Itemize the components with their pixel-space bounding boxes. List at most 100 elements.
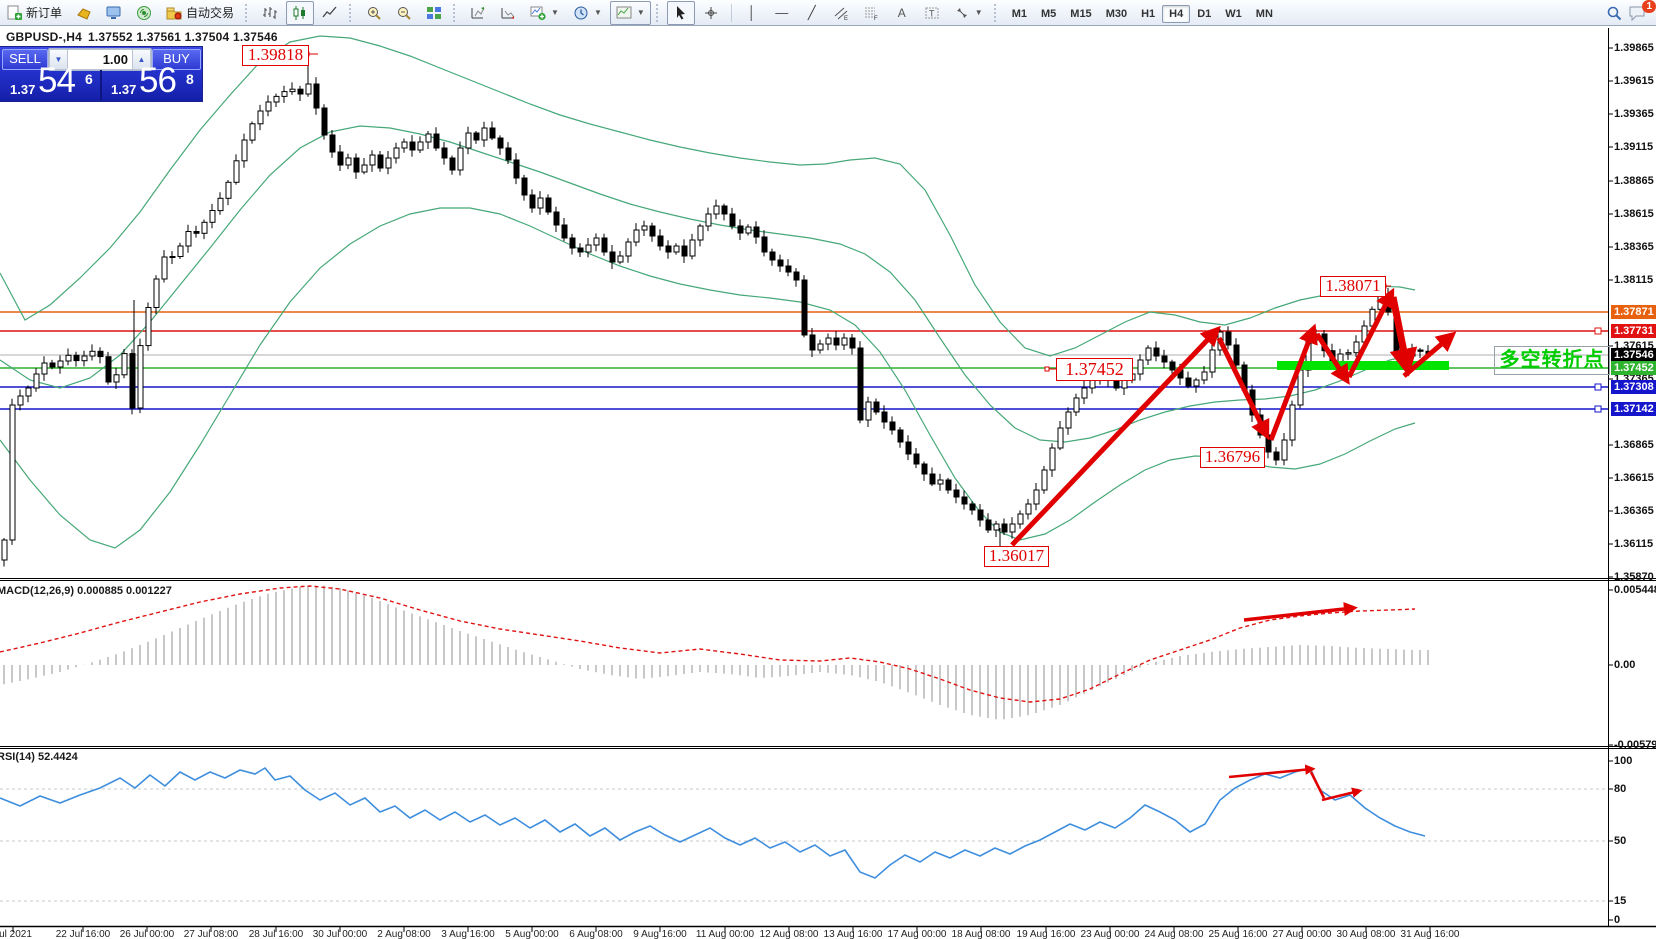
volume-input[interactable]: 1.00 (68, 49, 132, 70)
turning-point-note[interactable]: 多空转折点 (1494, 346, 1610, 375)
symbol-period-label: GBPUSD-,H4 (6, 30, 83, 44)
channel-button[interactable]: E (828, 1, 856, 25)
sell-price-display[interactable]: 1.37 54 6 (0, 61, 99, 100)
chart-shift-button[interactable]: ▼ (609, 0, 651, 25)
time-tick: 3 Aug 16:00 (441, 929, 495, 939)
price-tick: 1.36615 (1614, 472, 1654, 484)
macd-label: MACD(12,26,9) 0.000885 0.001227 (0, 585, 172, 597)
cursor-icon (676, 5, 685, 19)
signals-button[interactable] (130, 1, 158, 25)
new-order-label: 新订单 (26, 6, 63, 20)
tile-windows-button[interactable] (420, 1, 448, 25)
timeframe-mn[interactable]: MN (1255, 7, 1273, 20)
svg-text:T: T (929, 8, 935, 18)
market-depth-button[interactable] (70, 1, 98, 25)
price-tick: 1.39865 (1614, 42, 1654, 54)
time-tick: 27 Aug 00:00 (1272, 929, 1332, 939)
notifications-button[interactable]: 1 (1628, 0, 1656, 22)
timeframe-w1[interactable]: W1 (1225, 7, 1242, 20)
period-icon (574, 6, 588, 19)
buy-price-sup: 8 (186, 71, 194, 87)
arrange-up-icon (471, 6, 485, 18)
arrange-down-button[interactable] (494, 1, 522, 25)
timeframe-h1[interactable]: H1 (1141, 7, 1156, 20)
price-tick: 1.36115 (1614, 538, 1654, 550)
zoom-out-button[interactable] (390, 1, 418, 25)
arrows-caret: ▼ (974, 8, 983, 17)
time-tick: 26 Jul 00:00 (119, 929, 175, 939)
timeframe-m1[interactable]: M1 (1011, 7, 1027, 20)
arrows-button[interactable]: ▼ (948, 1, 989, 25)
price-marker: 1.37452 (1611, 361, 1656, 375)
one-click-trading-panel: SELL ▼ 1.00 ▲ BUY 1.37 54 6 1.37 56 8 (0, 46, 203, 102)
buy-price-small: 1.37 (111, 82, 137, 97)
timeframe-m5[interactable]: M5 (1041, 7, 1057, 20)
add-indicator-caret: ▼ (551, 8, 559, 17)
bar-chart-button[interactable] (256, 1, 284, 25)
price-annotation-box[interactable]: 1.38071 (1320, 276, 1386, 297)
zoom-in-button[interactable] (360, 1, 388, 25)
rsi-tick: 80 (1614, 783, 1627, 795)
period-caret: ▼ (593, 8, 602, 17)
autotrade-icon (166, 7, 182, 19)
buy-price-display[interactable]: 1.37 56 8 (101, 61, 200, 100)
buy-button[interactable]: BUY (152, 49, 201, 70)
time-tick: 25 Aug 16:00 (1208, 929, 1268, 939)
price-annotation-box[interactable]: 1.36796 (1200, 447, 1265, 468)
candle-chart-icon (293, 5, 306, 20)
crosshair-icon (704, 6, 717, 19)
vertical-line-button[interactable]: │ (747, 4, 756, 20)
timeframe-m15[interactable]: M15 (1070, 7, 1092, 20)
terminal-icon (106, 6, 121, 19)
price-tick: 1.36865 (1614, 439, 1654, 451)
line-chart-button[interactable] (316, 1, 344, 25)
line-chart-icon (322, 6, 337, 17)
sell-button[interactable]: SELL (2, 49, 48, 70)
arrows-icon (956, 7, 967, 18)
timeframe-d1[interactable]: D1 (1197, 7, 1212, 20)
arrange-up-button[interactable] (464, 1, 492, 25)
time-tick: 17 Aug 00:00 (887, 929, 947, 939)
timeframe-h4[interactable]: H4 (1162, 4, 1191, 23)
terminal-button[interactable] (100, 1, 128, 25)
trendline-button[interactable]: ╱ (807, 4, 816, 20)
chart-title: GBPUSD-,H4 1.37552 1.37561 1.37504 1.3754… (6, 30, 284, 44)
rsi-tick: 100 (1614, 755, 1633, 767)
horizontal-line-button[interactable]: — (775, 4, 789, 20)
autotrade-button[interactable]: 自动交易 (160, 1, 240, 25)
cursor-button[interactable] (666, 0, 695, 25)
text-button[interactable]: A (897, 5, 906, 20)
new-order-button[interactable]: 新订单 (0, 1, 68, 25)
price-marker: 1.37731 (1611, 324, 1656, 338)
label-button[interactable]: T (918, 1, 946, 25)
period-button[interactable]: ▼ (567, 1, 608, 25)
macd-tick: -0.00579 (1614, 739, 1656, 751)
price-tick: 1.38865 (1614, 175, 1654, 187)
channel-icon: E (834, 7, 848, 21)
crosshair-button[interactable] (697, 1, 725, 25)
time-tick: 31 Aug 16:00 (1400, 929, 1460, 939)
price-annotation-box[interactable]: 1.36017 (984, 546, 1049, 567)
rsi-tick: 50 (1614, 835, 1627, 847)
volume-increase-button[interactable]: ▲ (132, 49, 151, 70)
candle-chart-button[interactable] (286, 0, 315, 25)
price-tick: 1.39365 (1614, 108, 1654, 120)
chart-shift-caret: ▼ (636, 8, 645, 17)
price-annotation-box[interactable]: 1.39818 (242, 45, 309, 66)
price-tick: 1.39115 (1614, 141, 1654, 153)
timeframe-group: M1 M5 M15 M30 H1 H4 D1 W1 MN (1005, 4, 1280, 23)
fibonacci-icon: F (864, 7, 878, 21)
fibonacci-button[interactable]: F (858, 1, 886, 25)
svg-text:F: F (874, 16, 878, 21)
macd-tick: 0.00 (1614, 659, 1636, 671)
rsi-tick: 0 (1614, 914, 1621, 926)
search-icon[interactable] (1606, 5, 1622, 21)
add-indicator-button[interactable]: ▼ (524, 1, 565, 25)
price-annotation-box[interactable]: 1.37452 (1056, 358, 1133, 381)
zoom-in-icon (368, 6, 381, 20)
new-order-icon (7, 5, 22, 20)
volume-decrease-button[interactable]: ▼ (49, 49, 68, 70)
timeframe-m30[interactable]: M30 (1105, 7, 1128, 20)
price-tick: 1.38615 (1614, 208, 1654, 220)
